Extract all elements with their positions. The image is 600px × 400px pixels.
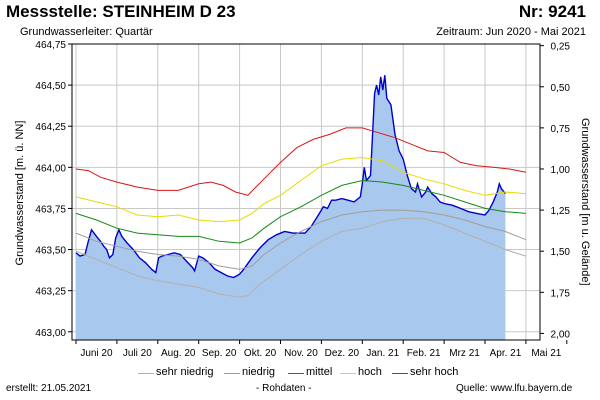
legend-label-sehr-niedrig: sehr niedrig [156,366,214,378]
plot-frame [71,43,541,341]
legend-swatch-sehr-hoch [392,373,408,374]
reference-line-mittel [75,179,526,244]
y-tick-label-left: 464,25 [35,122,66,133]
x-tick-label: Nov. 20 [284,348,318,359]
y-tick-label-right: 0,25 [551,42,571,53]
x-tick-label: Juni 20 [80,348,113,359]
legend-label-sehr-hoch: sehr hoch [410,366,459,378]
legend-swatch-niedrig [224,373,240,374]
y-tick-label-left: 464,00 [35,163,66,174]
x-tick-label: Feb. 21 [407,348,441,359]
legend-swatch-hoch [340,373,356,374]
legend-swatch-mittel [288,373,304,374]
y-tick-label-right: 1,25 [551,206,571,217]
y-tick-label-right: 0,50 [551,83,571,94]
source-link[interactable]: Quelle: www.lfu.bayern.de [456,383,573,394]
reference-line-sehr-hoch [75,127,526,196]
x-tick-label: Juli 20 [123,348,152,359]
y-tick-label-left: 463,25 [35,287,66,298]
x-tick-label: Jan. 21 [366,348,399,359]
x-tick-label: Mai 21 [531,348,561,359]
reference-line-sehr-niedrig [75,217,527,298]
level-area [76,75,506,340]
x-tick-label: Aug. 20 [161,348,196,359]
station-number: Nr: 9241 [518,2,586,21]
x-tick-label: Mrz 21 [449,348,480,359]
page-title: Messstelle: STEINHEIM D 23 [6,2,236,21]
x-tick-label: Apr. 21 [490,348,522,359]
period-label: Zeitraum: Jun 2020 - Mai 2021 [436,26,586,38]
y-tick-label-left: 463,50 [35,246,66,257]
x-tick-label: Sep. 20 [202,348,237,359]
reference-line-niedrig [75,209,527,270]
raw-data-note: - Rohdaten - [256,383,312,394]
y-tick-label-right: 2,00 [551,329,571,340]
legend-swatch-sehr-niedrig [138,373,154,374]
reference-line-hoch [75,156,526,223]
y-tick-label-left: 463,00 [35,328,66,339]
y-tick-label-left: 463,75 [35,204,66,215]
y-tick-label-right: 1,00 [551,165,571,176]
y-tick-label-right: 1,50 [551,247,571,258]
y-tick-label-left: 464,50 [35,81,66,92]
created-date: erstellt: 21.05.2021 [6,383,92,394]
y-tick-label-left: 464,75 [35,40,66,51]
y-tick-label-right: 0,75 [551,124,571,135]
x-tick-label: Okt. 20 [244,348,277,359]
aquifer-label: Grundwasserleiter: Quartär [20,26,153,38]
x-tick-label: Dez. 20 [325,348,360,359]
y-tick-label-right: 1,75 [551,288,571,299]
legend-label-hoch: hoch [358,366,382,378]
legend-label-mittel: mittel [306,366,333,378]
legend-label-niedrig: niedrig [242,366,276,378]
